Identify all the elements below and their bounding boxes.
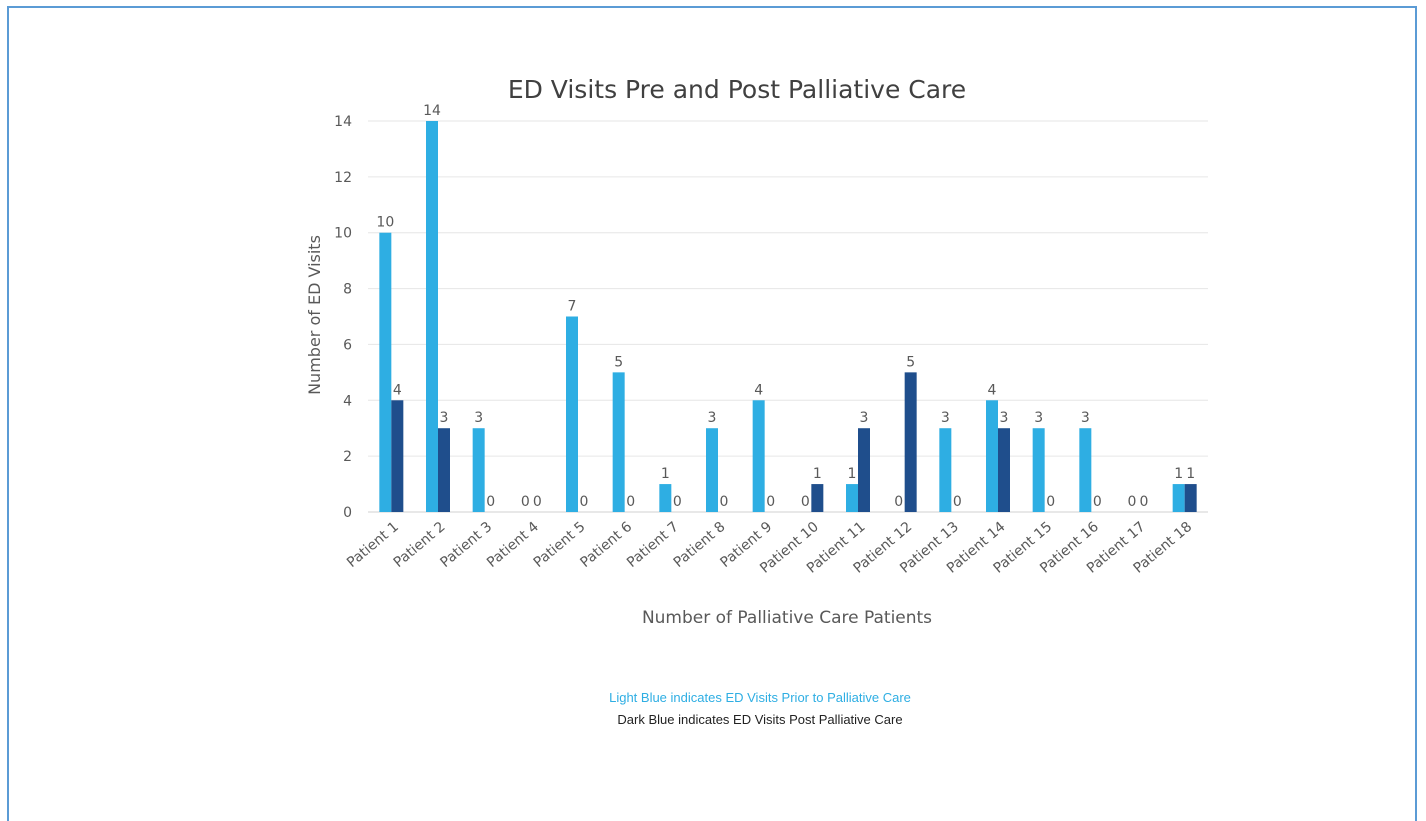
bar xyxy=(379,232,392,512)
y-tick-label: 12 xyxy=(334,170,352,186)
bar xyxy=(1032,428,1045,512)
data-label: 3 xyxy=(860,410,869,426)
data-label: 0 xyxy=(533,494,542,510)
bar xyxy=(846,484,858,512)
data-label: 3 xyxy=(1081,410,1090,426)
bar xyxy=(939,428,952,512)
data-label: 3 xyxy=(708,410,717,426)
y-tick-label: 2 xyxy=(343,449,352,465)
data-label: 1 xyxy=(813,466,822,482)
bar xyxy=(986,400,998,512)
bar xyxy=(811,484,824,512)
data-label: 0 xyxy=(521,494,530,510)
bar xyxy=(438,428,450,512)
data-label: 5 xyxy=(906,354,915,370)
data-label: 0 xyxy=(894,494,903,510)
bar xyxy=(1184,484,1197,512)
gridlines xyxy=(368,120,1208,513)
data-label: 4 xyxy=(988,382,997,398)
bars xyxy=(379,121,1197,512)
data-label: 3 xyxy=(1000,410,1009,426)
data-label: 3 xyxy=(1034,410,1043,426)
data-label: 3 xyxy=(440,410,449,426)
bar xyxy=(472,428,485,512)
bar xyxy=(391,400,404,512)
y-axis-label: Number of ED Visits xyxy=(305,235,324,395)
data-label: 14 xyxy=(423,103,441,119)
legend-note-prior: Light Blue indicates ED Visits Prior to … xyxy=(609,690,911,705)
bar xyxy=(904,372,917,512)
data-label: 1 xyxy=(1174,466,1183,482)
data-label: 0 xyxy=(1140,494,1149,510)
data-label: 4 xyxy=(393,382,402,398)
bar xyxy=(706,428,718,512)
data-label: 0 xyxy=(1128,494,1137,510)
data-label: 7 xyxy=(568,299,577,315)
data-label: 5 xyxy=(614,354,623,370)
bar xyxy=(659,484,672,512)
data-label: 0 xyxy=(801,494,810,510)
data-label: 0 xyxy=(673,494,682,510)
data-label: 0 xyxy=(580,494,589,510)
data-label: 1 xyxy=(661,466,670,482)
bar xyxy=(566,316,578,512)
data-label: 0 xyxy=(486,494,495,510)
y-tick-label: 4 xyxy=(343,393,352,409)
legend-note-post: Dark Blue indicates ED Visits Post Palli… xyxy=(617,712,903,727)
data-label: 0 xyxy=(1046,494,1055,510)
data-label: 3 xyxy=(474,410,483,426)
bar xyxy=(1079,428,1092,512)
data-label: 0 xyxy=(953,494,962,510)
chart-frame xyxy=(7,6,1417,821)
bar xyxy=(426,121,438,512)
data-label: 10 xyxy=(376,215,394,231)
bar xyxy=(752,400,765,512)
chart-title: ED Visits Pre and Post Palliative Care xyxy=(508,75,966,104)
bar xyxy=(998,428,1010,512)
data-label: 1 xyxy=(1186,466,1195,482)
data-label: 1 xyxy=(848,466,857,482)
data-label: 4 xyxy=(754,382,763,398)
y-tick-label: 8 xyxy=(343,282,352,298)
y-tick-labels: 0 2 4 6 8 10 12 14 xyxy=(334,114,352,521)
data-label: 0 xyxy=(626,494,635,510)
y-tick-label: 14 xyxy=(334,114,352,130)
data-label: 0 xyxy=(720,494,729,510)
bar xyxy=(858,428,870,512)
bar xyxy=(612,372,625,512)
data-label: 0 xyxy=(1093,494,1102,510)
data-label: 0 xyxy=(766,494,775,510)
data-label: 3 xyxy=(941,410,950,426)
x-axis-label: Number of Palliative Care Patients xyxy=(642,608,932,628)
y-tick-label: 6 xyxy=(343,337,352,353)
y-tick-label: 10 xyxy=(334,226,352,242)
y-tick-label: 0 xyxy=(343,505,352,521)
bar xyxy=(1172,484,1185,512)
